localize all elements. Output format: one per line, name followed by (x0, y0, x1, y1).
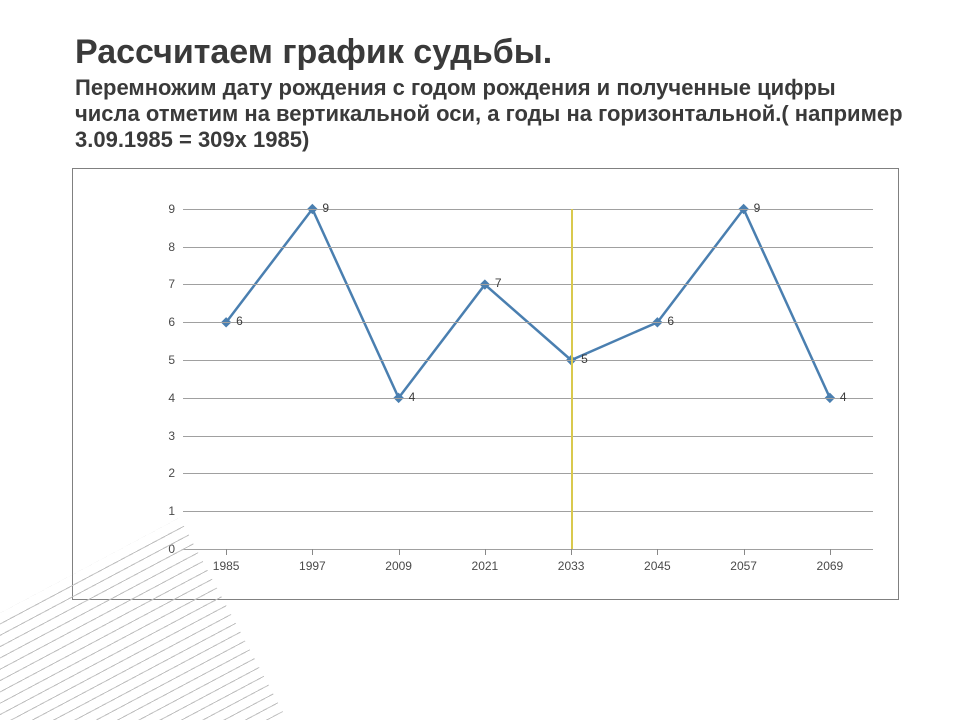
y-tick-label: 2 (155, 466, 175, 480)
data-label: 4 (840, 390, 847, 404)
data-label: 6 (667, 314, 674, 328)
data-label: 9 (322, 201, 329, 215)
chart-container: 0 1 2 3 4 5 6 7 8 9 6 9 4 7 5 6 9 4 1985 1997 2009 2021 2033 2… (72, 168, 899, 600)
x-tick-label: 2021 (472, 559, 499, 573)
y-tick-label: 5 (155, 353, 175, 367)
gridline (183, 284, 873, 285)
line-series (183, 209, 873, 549)
x-tick-label: 2033 (558, 559, 585, 573)
y-tick-label: 7 (155, 277, 175, 291)
y-tick-label: 6 (155, 315, 175, 329)
data-label: 6 (236, 314, 243, 328)
x-tick (830, 549, 831, 555)
data-label: 5 (581, 352, 588, 366)
y-tick-label: 4 (155, 391, 175, 405)
x-tick-label: 2009 (385, 559, 412, 573)
gridline (183, 322, 873, 323)
x-tick-label: 1985 (213, 559, 240, 573)
x-tick (485, 549, 486, 555)
x-tick-label: 1997 (299, 559, 326, 573)
subtitle: Перемножим дату рождения с годом рождени… (75, 75, 905, 154)
x-tick (312, 549, 313, 555)
data-label: 7 (495, 276, 502, 290)
gridline (183, 247, 873, 248)
x-tick-label: 2045 (644, 559, 671, 573)
x-tick-label: 2057 (730, 559, 757, 573)
x-tick (399, 549, 400, 555)
gridline (183, 398, 873, 399)
gridline (183, 209, 873, 210)
y-tick-label: 9 (155, 202, 175, 216)
gridline (183, 549, 873, 550)
data-label: 4 (409, 390, 416, 404)
page-title: Рассчитаем график судьбы. (75, 35, 905, 71)
x-axis-labels: 1985 1997 2009 2021 2033 2045 2057 2069 (183, 559, 873, 583)
gridline (183, 436, 873, 437)
x-tick (226, 549, 227, 555)
y-tick-label: 8 (155, 240, 175, 254)
y-tick-label: 3 (155, 429, 175, 443)
gridline (183, 360, 873, 361)
series-line (226, 209, 830, 398)
data-label: 9 (754, 201, 761, 215)
y-tick-label: 0 (155, 542, 175, 556)
x-tick (744, 549, 745, 555)
y-tick-label: 1 (155, 504, 175, 518)
plot-area: 012345678969475694 (183, 209, 873, 549)
x-tick (657, 549, 658, 555)
slide: Рассчитаем график судьбы. Перемножим дат… (0, 0, 960, 720)
x-tick-label: 2069 (817, 559, 844, 573)
gridline (183, 473, 873, 474)
vertical-reference-line (571, 209, 573, 549)
x-tick (571, 549, 572, 555)
gridline (183, 511, 873, 512)
